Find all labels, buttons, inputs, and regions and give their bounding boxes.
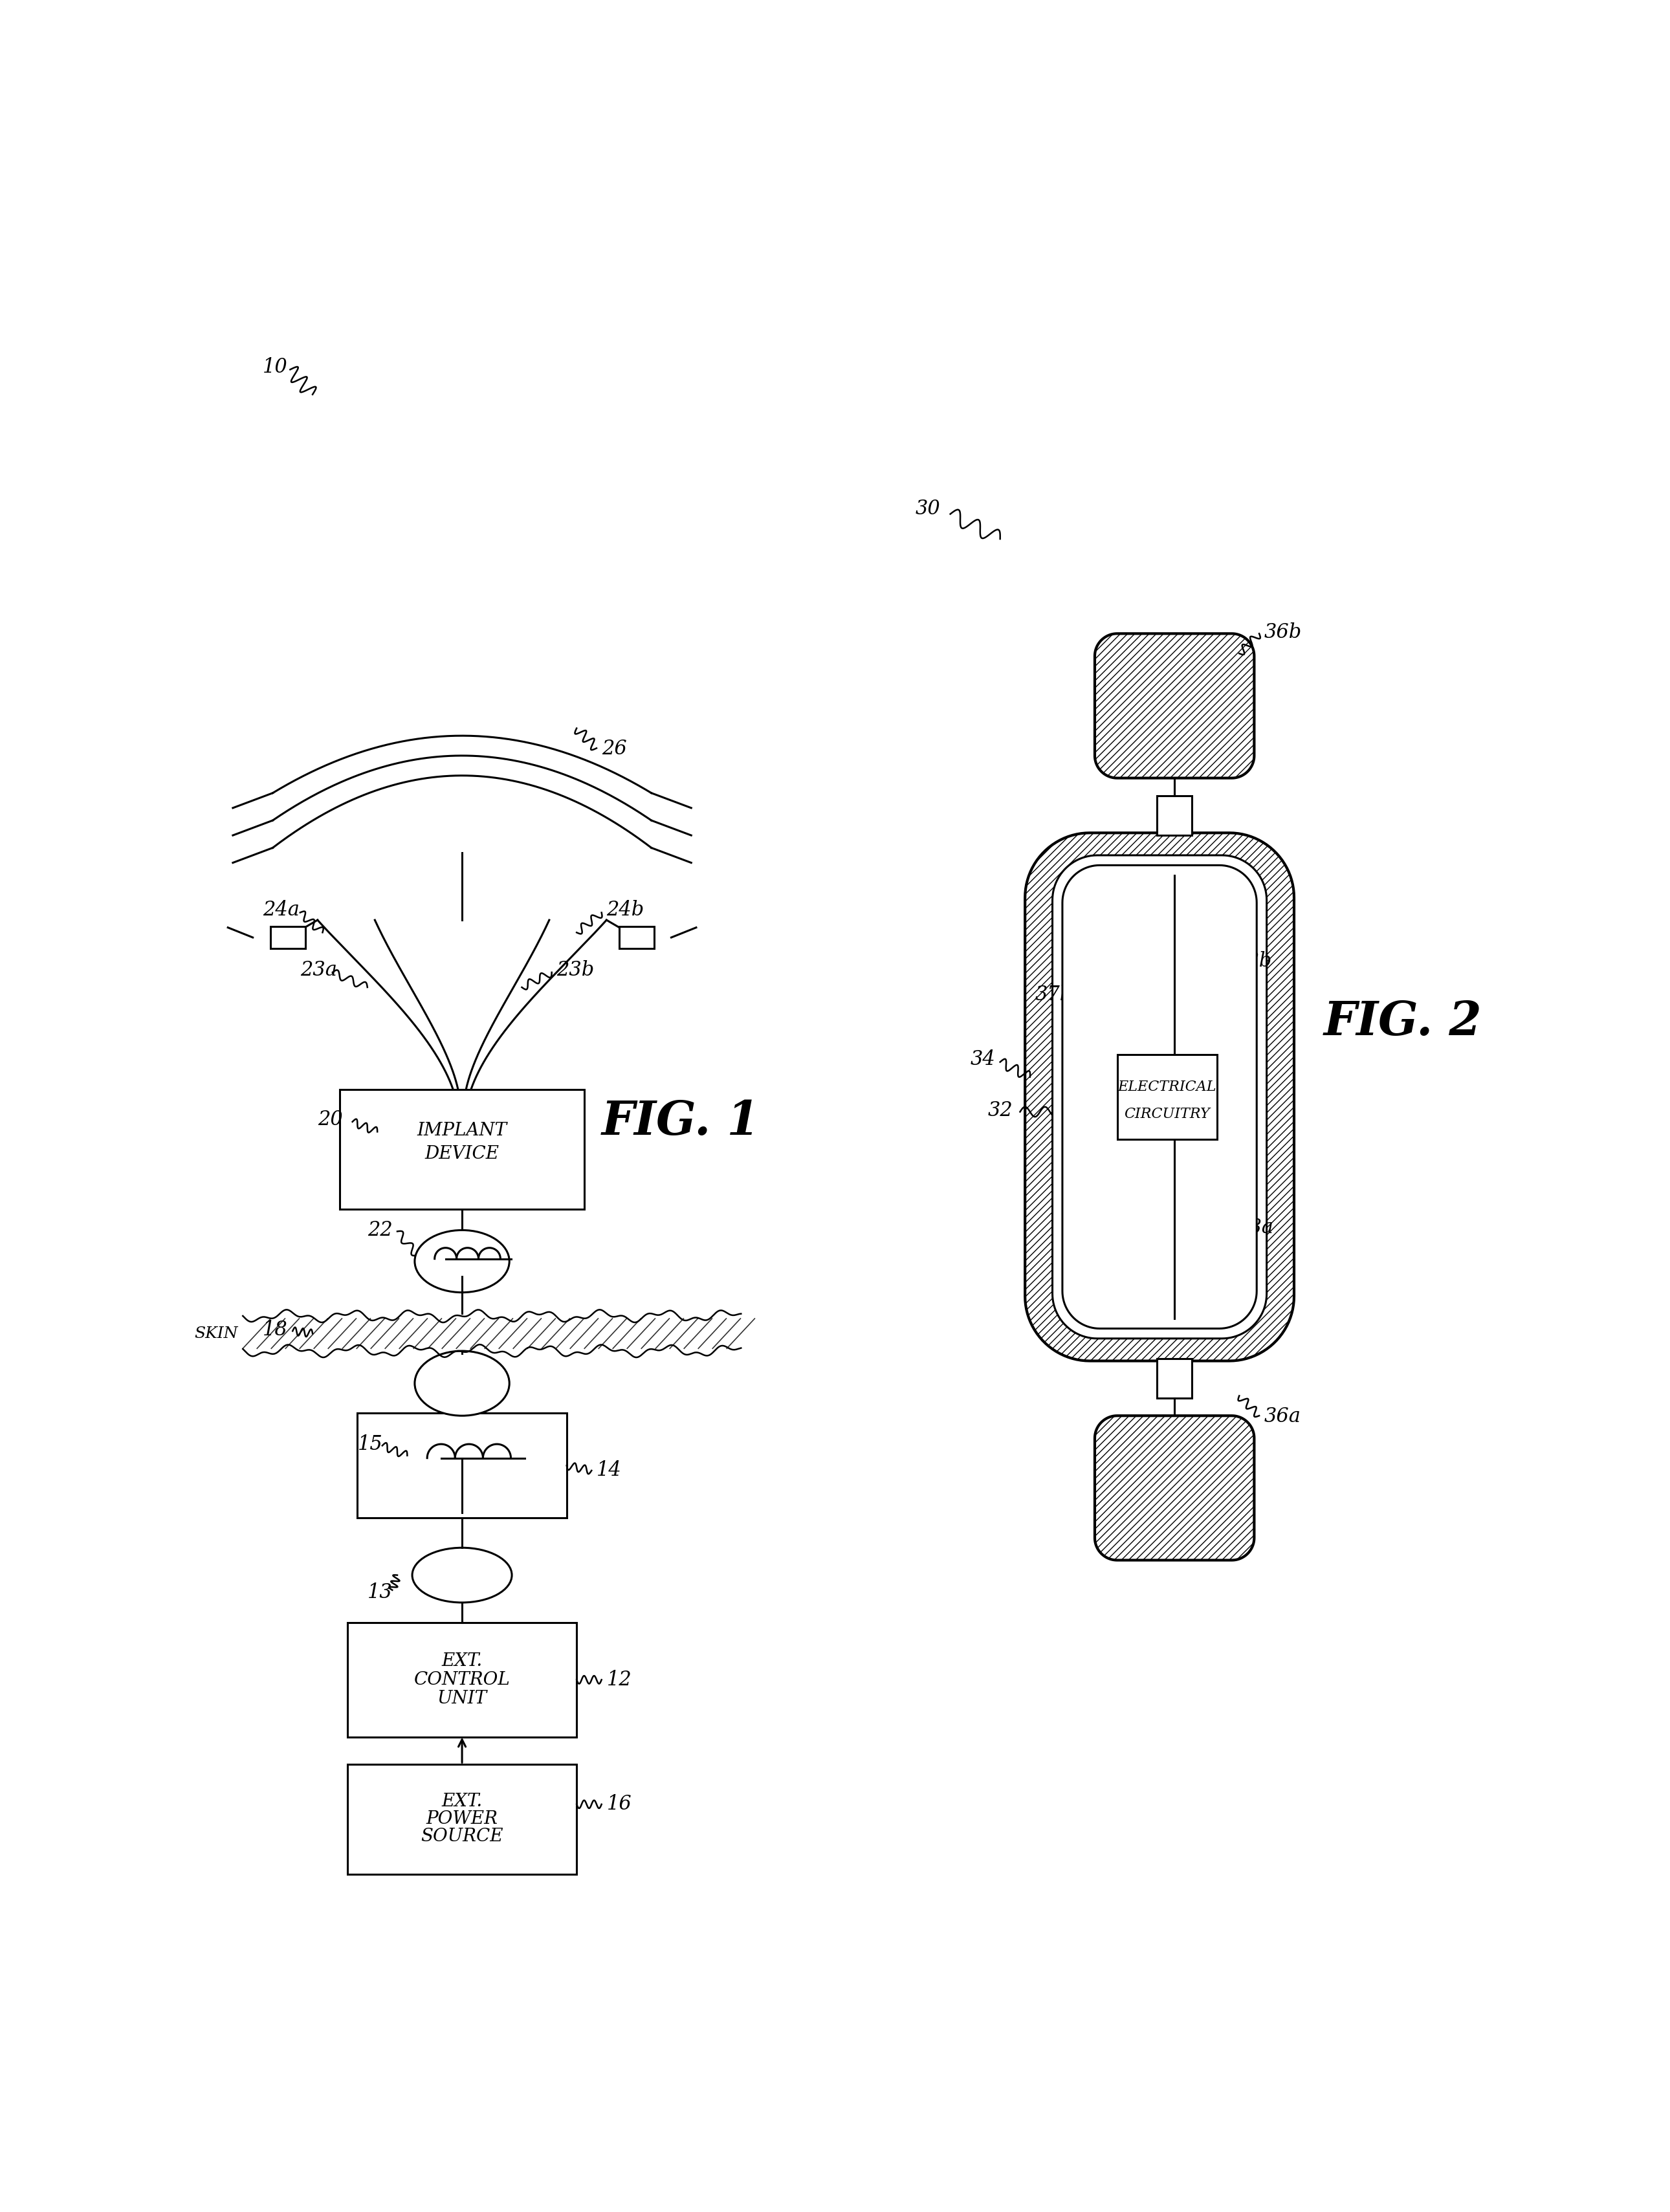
Text: 16: 16 (606, 1794, 631, 1814)
Text: 37a: 37a (1209, 1172, 1246, 1192)
Text: 10: 10 (262, 356, 287, 376)
Polygon shape (1062, 865, 1258, 1329)
Text: 38b: 38b (1234, 951, 1273, 971)
Text: POWER: POWER (426, 1809, 498, 1827)
Text: 13: 13 (367, 1582, 392, 1601)
Ellipse shape (414, 1352, 509, 1416)
Text: SKIN: SKIN (194, 1325, 237, 1340)
Polygon shape (1096, 633, 1254, 779)
Text: 18: 18 (262, 1321, 287, 1340)
Bar (1157, 796, 1192, 836)
Text: 24b: 24b (606, 900, 645, 920)
Text: 32: 32 (987, 1099, 1012, 1119)
Text: 34: 34 (970, 1048, 995, 1071)
Text: 26: 26 (601, 739, 626, 759)
Text: 36a: 36a (1264, 1407, 1301, 1427)
Bar (271, 927, 306, 949)
Polygon shape (1052, 856, 1266, 1338)
Ellipse shape (414, 1230, 509, 1292)
Bar (1157, 1358, 1192, 1398)
Text: SOURCE: SOURCE (421, 1827, 503, 1845)
Text: CIRCUITRY: CIRCUITRY (1124, 1106, 1211, 1121)
Text: 24a: 24a (262, 900, 299, 920)
Text: 14: 14 (596, 1460, 621, 1480)
Text: 30: 30 (915, 500, 940, 520)
Bar (341, 1091, 584, 1210)
Polygon shape (1096, 1416, 1254, 1559)
Bar (347, 1621, 576, 1736)
Text: 38a: 38a (1237, 1217, 1274, 1237)
Bar (357, 1413, 566, 1517)
Text: 22: 22 (367, 1219, 392, 1241)
Text: EXT.: EXT. (441, 1794, 483, 1812)
Text: UNIT: UNIT (438, 1690, 488, 1708)
Text: EXT.: EXT. (441, 1652, 483, 1670)
Bar (1117, 1055, 1217, 1139)
Text: 12: 12 (606, 1670, 631, 1690)
Text: 37b: 37b (1035, 984, 1072, 1004)
Text: FIG. 2: FIG. 2 (1324, 1000, 1483, 1044)
Polygon shape (1025, 834, 1294, 1360)
Bar (347, 1765, 576, 1874)
Text: 36b: 36b (1264, 622, 1303, 644)
Text: IMPLANT: IMPLANT (418, 1121, 508, 1139)
Text: FIG. 1: FIG. 1 (601, 1099, 760, 1146)
Ellipse shape (412, 1548, 513, 1601)
Text: 23b: 23b (556, 960, 595, 980)
Text: ELECTRICAL: ELECTRICAL (1117, 1079, 1216, 1095)
Text: 20: 20 (317, 1108, 342, 1130)
Text: 23a: 23a (301, 960, 337, 980)
Text: CONTROL: CONTROL (414, 1670, 509, 1688)
Text: DEVICE: DEVICE (424, 1146, 499, 1164)
Bar (620, 927, 655, 949)
Text: 15: 15 (357, 1433, 382, 1453)
